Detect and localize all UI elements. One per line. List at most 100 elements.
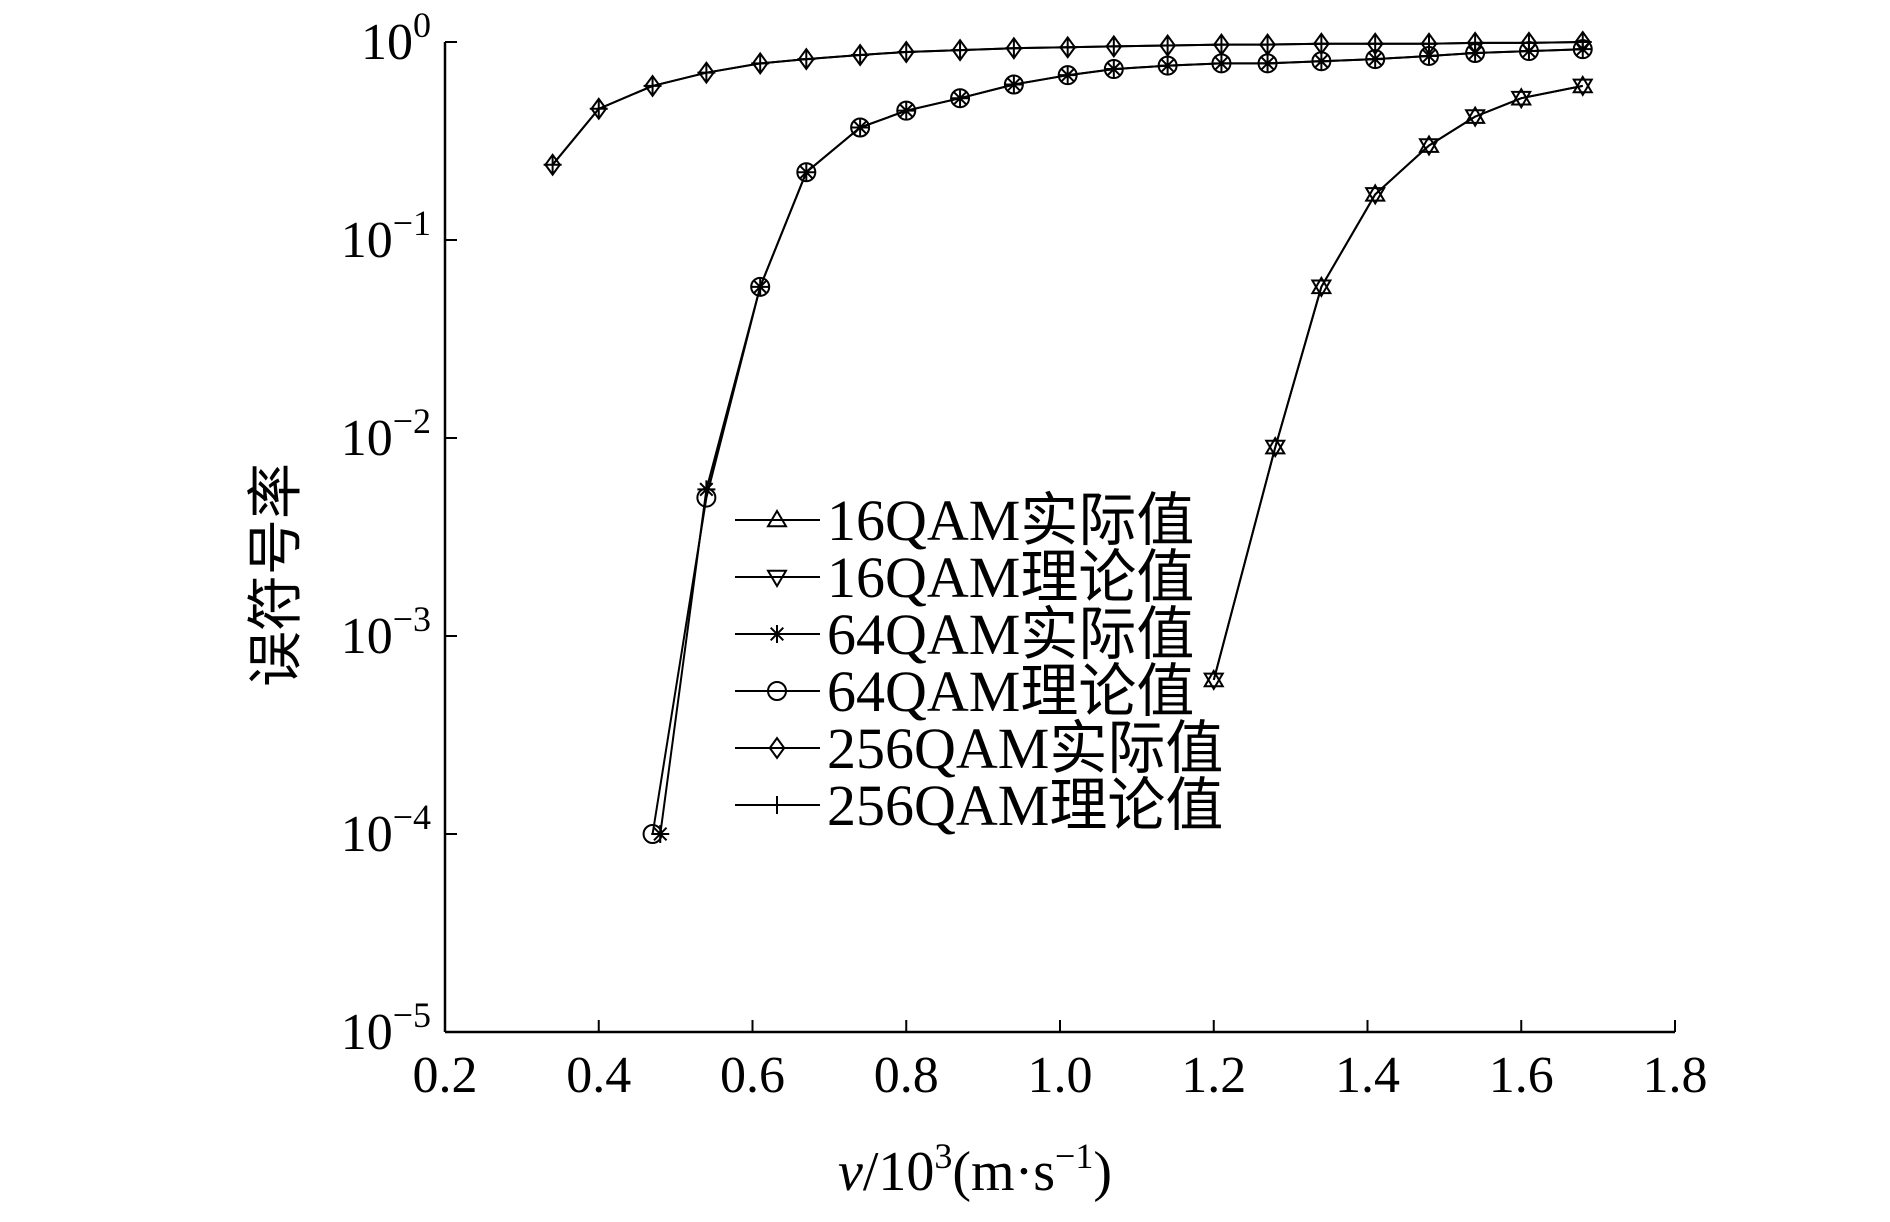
- data-point: [1573, 33, 1592, 51]
- y-tick-exponent: −1: [393, 203, 431, 243]
- legend-marker: [766, 509, 788, 528]
- data-point: [697, 61, 715, 85]
- legend-marker: [766, 569, 788, 588]
- series-plus: [543, 33, 1592, 174]
- data-point: [1310, 279, 1333, 298]
- data-point: [1158, 36, 1177, 55]
- data-point: [1520, 31, 1538, 55]
- legend-marker: [767, 681, 787, 701]
- y-tick-label: 10−4: [341, 797, 431, 863]
- data-point: [851, 43, 869, 67]
- data-point: [1059, 35, 1077, 59]
- y-tick-exponent: −2: [393, 401, 431, 441]
- y-tick-exponent: −3: [393, 599, 431, 639]
- data-point: [1213, 33, 1230, 57]
- data-point: [1572, 78, 1594, 97]
- series-line: [1212, 84, 1583, 681]
- data-point: [1264, 439, 1286, 459]
- data-point: [1364, 183, 1386, 202]
- x-tick-label: 1.4: [1335, 1047, 1400, 1104]
- axes: 0.2 0.4 0.6 0.8 1.0 1.2 1.4 1.6 1.810−510−410−31…: [341, 5, 1708, 1104]
- y-tick-label: 10−2: [341, 401, 431, 467]
- x-axis-label: v/103(m·s−1): [838, 1136, 1112, 1203]
- data-point: [1464, 109, 1486, 128]
- data-point: [1366, 34, 1385, 53]
- x-axis-label-part: (m·s: [952, 1141, 1055, 1203]
- series-line: [1212, 84, 1583, 681]
- y-tick-base: 10: [341, 1004, 393, 1061]
- data-point: [544, 153, 562, 177]
- x-axis-label-part: ): [1093, 1141, 1112, 1203]
- data-point: [651, 825, 670, 843]
- y-tick-label: 10−3: [341, 599, 431, 665]
- y-tick-exponent: −5: [393, 995, 431, 1035]
- data-point: [1310, 275, 1333, 295]
- data-point: [696, 487, 717, 508]
- data-point: [643, 76, 662, 95]
- data-point: [642, 824, 663, 844]
- data-point: [543, 155, 562, 174]
- x-tick-label: 1.0: [1028, 1047, 1093, 1104]
- y-tick-base: 10: [341, 608, 393, 665]
- data-point: [1057, 65, 1078, 86]
- data-point: [751, 54, 770, 73]
- data-point: [1574, 30, 1592, 54]
- legend-entry: 64QAM理论值: [735, 659, 1194, 724]
- legend-entry: 256QAM理论值: [735, 773, 1223, 838]
- data-point: [1103, 59, 1124, 80]
- y-tick-label: 10−5: [341, 995, 431, 1061]
- x-tick-label: 0.4: [566, 1047, 631, 1104]
- x-tick-label: 0.2: [413, 1047, 478, 1104]
- data-point: [1159, 33, 1177, 58]
- legend-label: 64QAM理论值: [827, 659, 1194, 724]
- series-layer: [543, 30, 1594, 844]
- x-tick-label: 1.6: [1489, 1047, 1554, 1104]
- legend-marker: [768, 736, 786, 760]
- data-point: [896, 100, 917, 121]
- data-point: [1418, 134, 1440, 153]
- y-tick-base: 10: [341, 806, 393, 863]
- data-point: [1466, 31, 1484, 55]
- data-point: [951, 41, 970, 60]
- data-point: [1420, 34, 1438, 53]
- data-point: [1003, 74, 1024, 95]
- data-point: [751, 51, 769, 75]
- data-point: [1510, 90, 1532, 110]
- data-point: [850, 117, 871, 138]
- series-triangle-down: [1203, 78, 1594, 691]
- y-tick-base: 10: [341, 410, 393, 467]
- data-point: [1105, 34, 1123, 59]
- x-axis-label-part: −1: [1055, 1136, 1093, 1176]
- x-axis-label-part: /10: [863, 1141, 935, 1203]
- data-point: [1259, 33, 1276, 57]
- y-tick-exponent: −4: [393, 797, 431, 837]
- x-tick-label: 1.8: [1643, 1047, 1708, 1104]
- data-point: [1366, 32, 1384, 56]
- data-point: [1364, 187, 1386, 206]
- legend-label: 16QAM实际值: [827, 488, 1194, 553]
- legend-label: 256QAM理论值: [827, 773, 1223, 838]
- x-tick-label: 0.8: [874, 1047, 939, 1104]
- data-point: [1418, 138, 1440, 157]
- series-line: [651, 48, 1583, 835]
- data-point: [796, 162, 817, 183]
- data-point: [1004, 39, 1023, 58]
- legend-label: 256QAM实际值: [827, 716, 1223, 781]
- data-point: [1572, 74, 1594, 94]
- data-point: [1519, 33, 1538, 52]
- data-point: [951, 38, 969, 62]
- legend: 16QAM实际值16QAM理论值64QAM实际值64QAM理论值256QAM实际…: [735, 488, 1223, 838]
- legend-entry: 16QAM理论值: [735, 545, 1194, 610]
- x-axis-label-part: v: [838, 1141, 863, 1203]
- data-point: [589, 99, 608, 118]
- data-point: [697, 63, 716, 82]
- legend-label: 16QAM理论值: [827, 545, 1194, 610]
- y-axis-label: 误符号率: [246, 463, 308, 687]
- legend-entry: 256QAM实际值: [735, 716, 1223, 781]
- legend-label: 64QAM实际值: [827, 602, 1194, 667]
- data-point: [797, 50, 816, 69]
- x-axis-label-part: 3: [934, 1136, 952, 1176]
- y-tick-base: 10: [361, 14, 413, 71]
- data-point: [851, 45, 870, 64]
- data-point: [897, 43, 916, 62]
